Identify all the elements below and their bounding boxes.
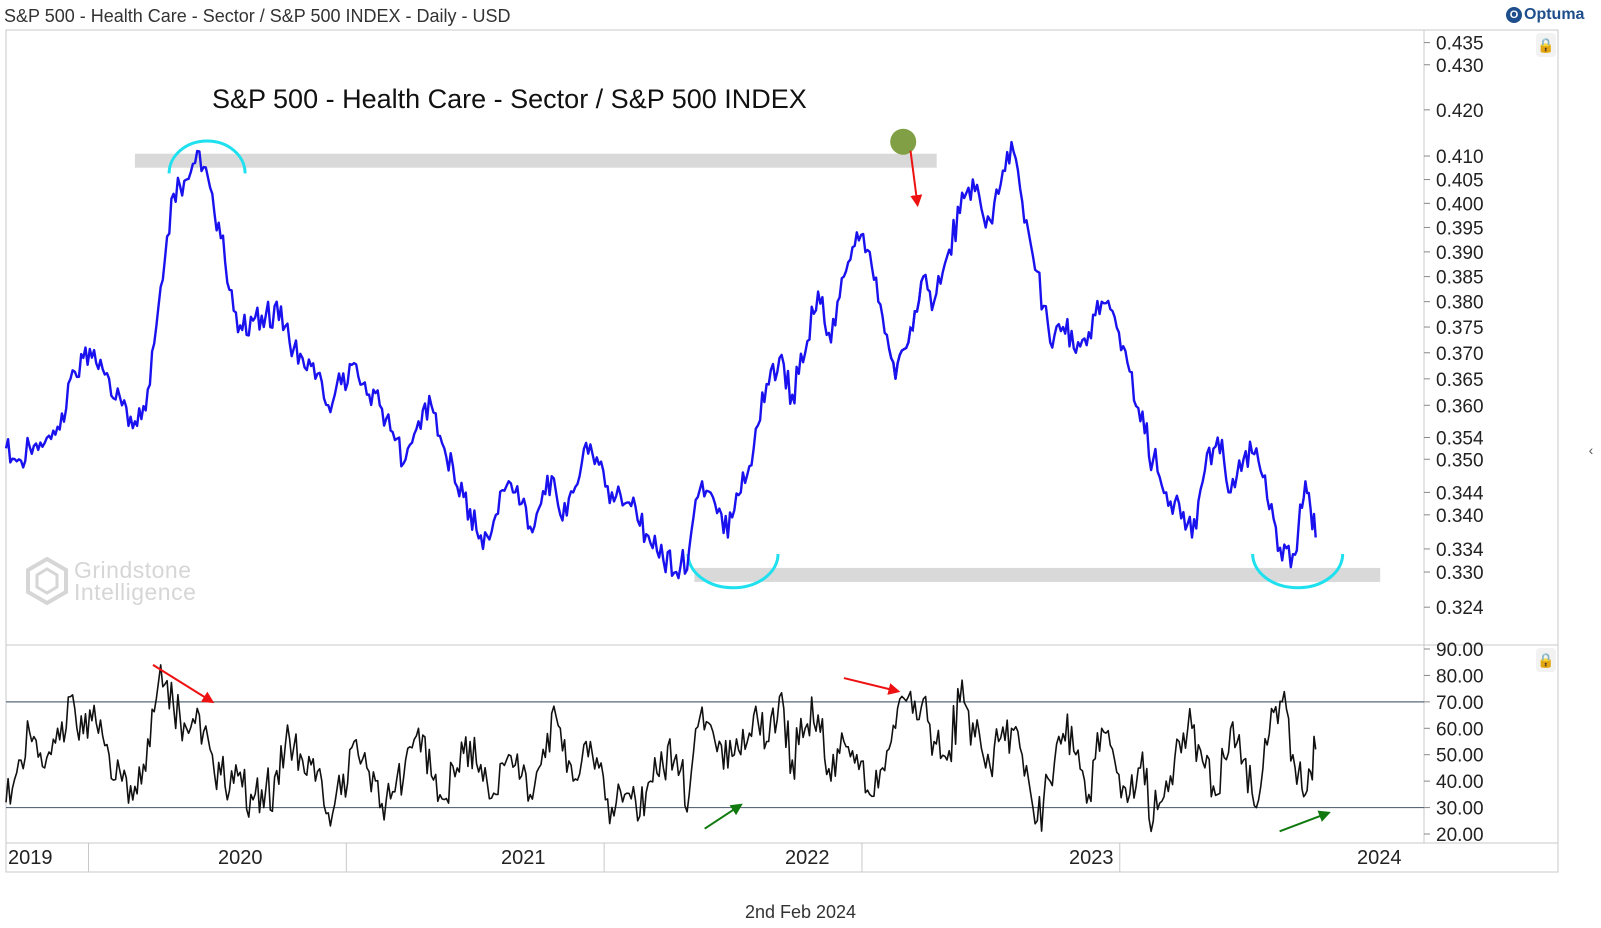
bearish-divergence-arrow — [152, 664, 215, 704]
price-tick-label: 0.324 — [1436, 598, 1484, 619]
price-tick-label: 0.410 — [1436, 147, 1484, 168]
price-tick-label: 0.400 — [1436, 194, 1484, 215]
rsi-tick-label: 70.00 — [1436, 693, 1484, 714]
rsi-tick-label: 20.00 — [1436, 825, 1484, 846]
x-tick-label: 2022 — [785, 847, 830, 869]
rsi-tick-label: 60.00 — [1436, 719, 1484, 740]
price-series-line — [4, 140, 1317, 580]
rsi-tick-label: 30.00 — [1436, 799, 1484, 820]
bullish-divergence-arrow — [1279, 810, 1331, 833]
chart-frame — [5, 29, 1559, 873]
peak-marker — [890, 128, 917, 155]
hexagon-logo-icon — [26, 557, 68, 605]
rsi-series-line — [5, 664, 1317, 833]
x-tick-label: 2023 — [1069, 847, 1114, 869]
price-tick-label: 0.340 — [1436, 506, 1484, 527]
price-tick-label: 0.405 — [1436, 171, 1484, 192]
price-tick-label: 0.390 — [1436, 243, 1484, 264]
top-arc — [167, 139, 247, 174]
price-tick-label: 0.365 — [1436, 370, 1484, 391]
rsi-tick-label: 90.00 — [1436, 640, 1484, 661]
x-tick-label: 2020 — [218, 847, 263, 869]
bottom-arc — [686, 554, 780, 590]
x-tick-label: 2021 — [501, 847, 546, 869]
brand-name: Optuma — [1524, 6, 1585, 23]
chart-window-title: S&P 500 - Health Care - Sector / S&P 500… — [4, 6, 511, 26]
grindstone-watermark: Grindstone Intelligence — [26, 557, 196, 605]
chart-date: 2nd Feb 2024 — [744, 902, 857, 922]
bearish-divergence-arrow — [843, 677, 901, 695]
bottom-arc — [1251, 554, 1345, 590]
x-tick-label: 2019 — [8, 847, 53, 869]
price-tick-label: 0.430 — [1436, 56, 1484, 77]
resistance-band — [134, 153, 937, 168]
price-peak-overlay — [887, 275, 925, 379]
price-tick-label: 0.395 — [1436, 218, 1484, 239]
optuma-brand: O Optuma — [1506, 6, 1584, 24]
optuma-logo-icon: O — [1506, 7, 1522, 23]
price-tick-label: 0.360 — [1436, 396, 1484, 417]
rsi-tick-label: 40.00 — [1436, 772, 1484, 793]
chevron-left-icon[interactable]: ‹ — [1588, 442, 1594, 458]
watermark-line1: Grindstone — [74, 557, 192, 583]
price-tick-label: 0.385 — [1436, 268, 1484, 289]
price-tick-label: 0.350 — [1436, 450, 1484, 471]
rsi-panel-lock-icon[interactable]: 🔒 — [1536, 648, 1556, 672]
bullish-divergence-arrow — [704, 803, 743, 830]
price-chart-title: S&P 500 - Health Care - Sector / S&P 500… — [212, 84, 807, 114]
price-tick-label: 0.330 — [1436, 563, 1484, 584]
price-tick-label: 0.380 — [1436, 293, 1484, 314]
price-tick-label: 0.334 — [1436, 540, 1484, 561]
watermark-line2: Intelligence — [74, 579, 197, 605]
price-tick-label: 0.370 — [1436, 344, 1484, 365]
peak-down-arrow — [909, 150, 923, 208]
support-band — [694, 567, 1381, 582]
rsi-tick-label: 50.00 — [1436, 746, 1484, 767]
price-tick-label: 0.435 — [1436, 34, 1484, 55]
price-tick-label: 0.344 — [1436, 483, 1484, 504]
x-tick-label: 2024 — [1357, 847, 1402, 869]
price-panel-lock-icon[interactable]: 🔒 — [1536, 33, 1556, 57]
price-tick-label: 0.420 — [1436, 101, 1484, 122]
rsi-tick-label: 80.00 — [1436, 666, 1484, 687]
price-tick-label: 0.354 — [1436, 428, 1484, 449]
price-tick-label: 0.375 — [1436, 318, 1484, 339]
